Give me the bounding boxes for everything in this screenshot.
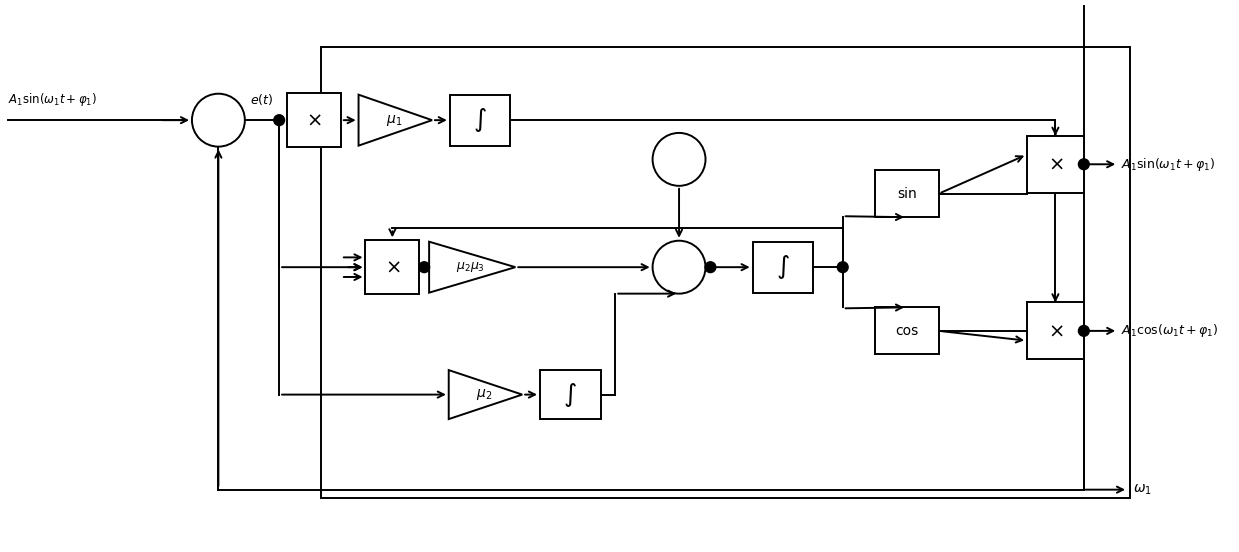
Text: $\int$: $\int$	[473, 106, 487, 134]
Text: sin: sin	[897, 187, 917, 201]
Text: $-$: $-$	[193, 114, 206, 129]
Bar	[540, 370, 601, 419]
Bar	[287, 93, 341, 147]
Bar	[450, 95, 510, 146]
Circle shape	[705, 262, 716, 273]
Text: $\mu_2\mu_3$: $\mu_2\mu_3$	[456, 260, 484, 274]
Circle shape	[1078, 326, 1089, 336]
Bar	[875, 170, 939, 217]
Circle shape	[653, 133, 705, 186]
Text: $\times$: $\times$	[1047, 321, 1063, 341]
Text: $A_1\sin(\omega_1 t+\varphi_1)$: $A_1\sin(\omega_1 t+\varphi_1)$	[7, 92, 97, 108]
Text: $\int$: $\int$	[564, 380, 577, 408]
Circle shape	[1078, 159, 1089, 169]
Text: $\int$: $\int$	[776, 253, 789, 281]
Text: $\mu_1$: $\mu_1$	[385, 113, 401, 128]
Polygon shape	[358, 95, 432, 146]
Text: $+$: $+$	[658, 258, 668, 269]
Text: $\times$: $\times$	[1047, 155, 1063, 174]
Text: $+$: $+$	[689, 247, 699, 258]
Text: $\times$: $\times$	[306, 110, 322, 130]
Circle shape	[838, 262, 849, 273]
Text: $\mu_2$: $\mu_2$	[476, 387, 492, 402]
Text: $A_1\sin(\omega_1 t+\varphi_1)$: $A_1\sin(\omega_1 t+\varphi_1)$	[1121, 156, 1215, 173]
Circle shape	[274, 115, 285, 125]
Polygon shape	[429, 242, 515, 293]
Bar	[875, 307, 939, 354]
Text: $e(t)$: $e(t)$	[250, 92, 273, 108]
Text: $\omega_0$: $\omega_0$	[670, 153, 688, 166]
Circle shape	[192, 94, 245, 147]
Bar	[321, 47, 1130, 497]
Bar	[1027, 302, 1084, 359]
Text: $\times$: $\times$	[384, 258, 400, 277]
Text: $A_1\cos(\omega_1 t+\varphi_1)$: $A_1\cos(\omega_1 t+\varphi_1)$	[1121, 322, 1219, 339]
Bar	[752, 242, 813, 293]
Bar	[366, 240, 419, 294]
Circle shape	[419, 262, 430, 273]
Text: $\omega_1$: $\omega_1$	[1132, 482, 1152, 497]
Text: $+$: $+$	[212, 99, 223, 112]
Polygon shape	[449, 370, 522, 419]
Bar	[1027, 136, 1084, 193]
Circle shape	[653, 241, 705, 294]
Text: cos: cos	[896, 324, 918, 338]
